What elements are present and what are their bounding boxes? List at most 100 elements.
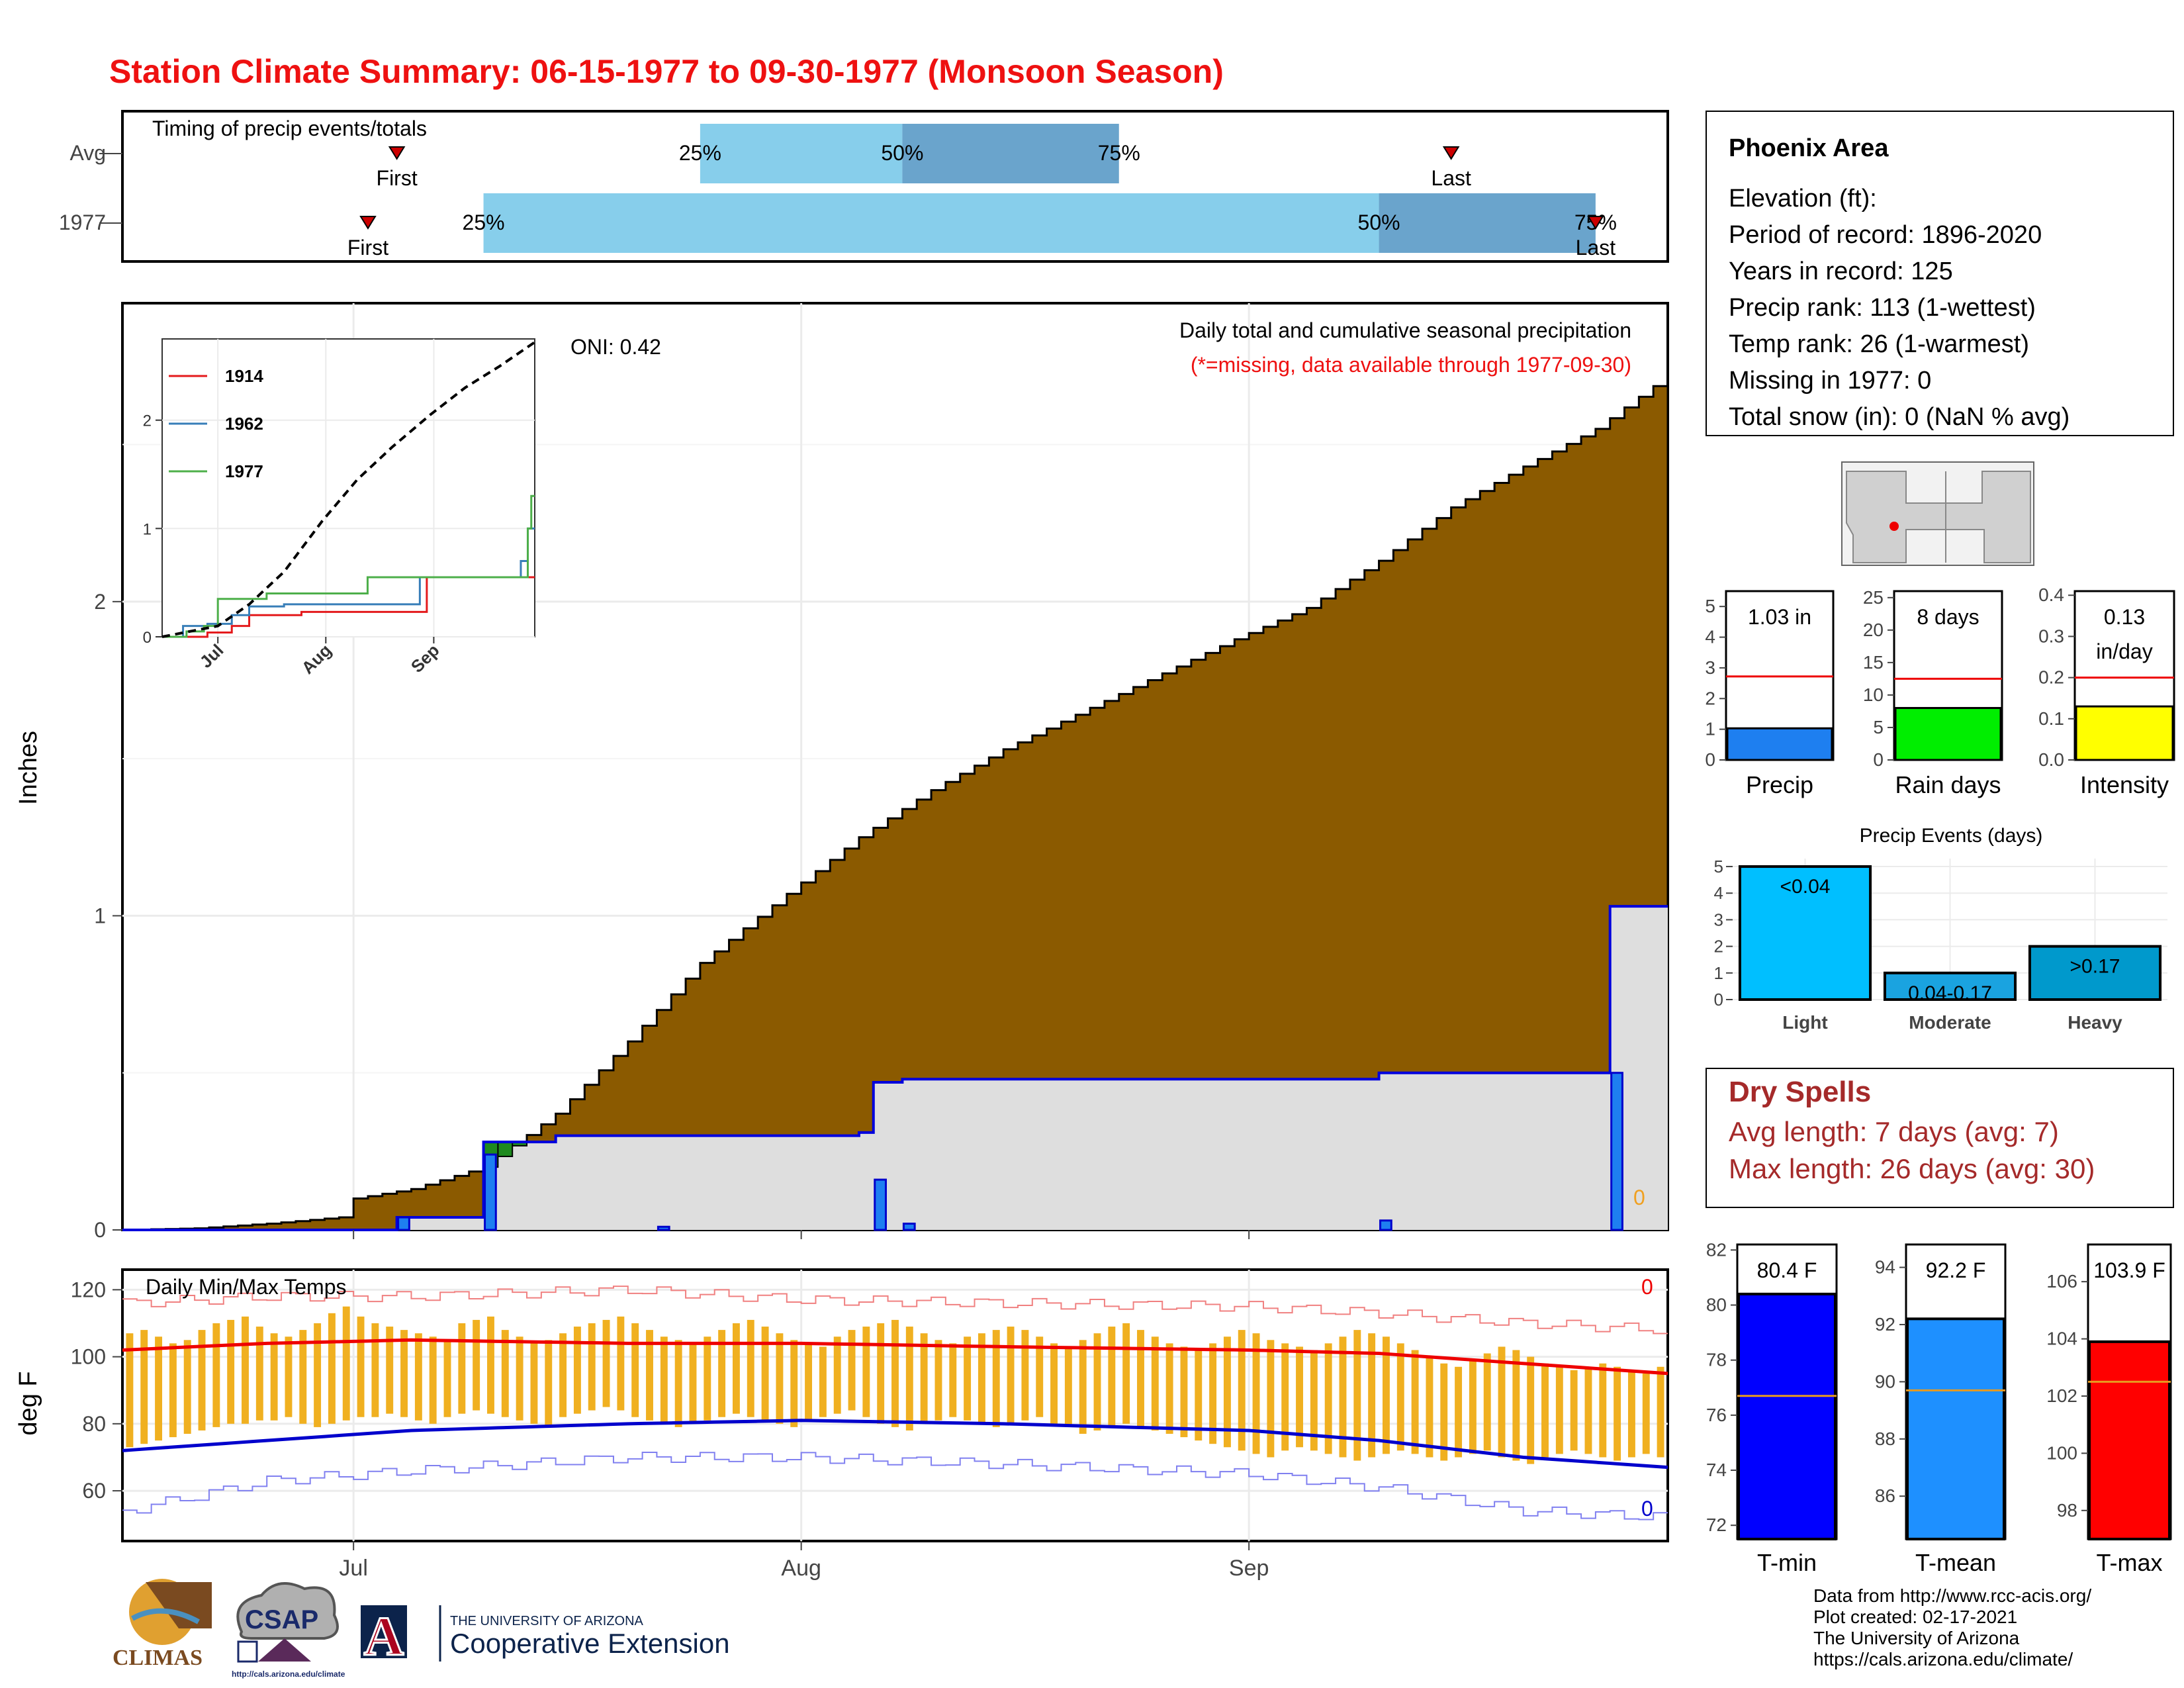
precip-ytick-label: 2 — [94, 590, 106, 614]
first-event-marker-icon — [388, 146, 406, 160]
daily-temp-bar — [1122, 1323, 1130, 1424]
temp-bar-ytick-label: 88 — [1875, 1429, 1895, 1449]
daily-temp-bar — [1238, 1330, 1246, 1451]
daily-temp-bar — [1324, 1343, 1332, 1454]
daily-temp-bar — [530, 1343, 538, 1424]
temp-bar-value-label: 80.4 F — [1757, 1258, 1817, 1282]
daily-temp-bar — [1180, 1346, 1188, 1438]
csap-logo-text: CSAP — [245, 1605, 318, 1634]
daily-temp-bar — [371, 1323, 379, 1417]
daily-temp-bar — [169, 1343, 177, 1438]
record-min-line — [122, 1452, 1668, 1521]
daily-temp-bar — [155, 1336, 163, 1441]
quartile-50-75-bar — [902, 124, 1119, 183]
precip-chart-title: Daily total and cumulative seasonal prec… — [1179, 318, 1631, 342]
daily-temp-bar — [342, 1306, 350, 1421]
daily-temp-bar — [1296, 1346, 1303, 1448]
daily-temp-bar — [833, 1336, 841, 1414]
daily-precip-bar — [1379, 1219, 1392, 1231]
summary-ytick-label: 0 — [1705, 749, 1715, 770]
daily-precip-bar — [1610, 1072, 1623, 1231]
ua-line1: THE UNIVERSITY OF ARIZONA — [450, 1614, 644, 1628]
timing-row: Avg 25% 50% 75%First Last — [69, 124, 1471, 190]
temp-xtick-label: Aug — [781, 1556, 821, 1581]
summary-bars: 0 1 2 3 4 5 1.03 in Precip 0 5 10 15 20 25 8 days Rain … — [1705, 585, 2175, 798]
temp-bar-ytick-label: 100 — [2046, 1442, 2077, 1463]
temp-title: Daily Min/Max Temps — [146, 1275, 346, 1299]
inset-legend-label: 1977 — [225, 461, 263, 481]
daily-temp-bar — [1223, 1336, 1231, 1448]
temp-ytick-label: 60 — [82, 1479, 106, 1503]
daily-temp-bar — [1353, 1330, 1361, 1461]
daily-temp-bar — [1627, 1370, 1635, 1458]
summary-bar-label: Precip — [1746, 771, 1813, 798]
daily-temp-bar — [964, 1336, 972, 1421]
temp-bar-ytick-label: 72 — [1706, 1515, 1727, 1535]
daily-temp-bar — [1165, 1343, 1173, 1434]
daily-temp-bar — [473, 1319, 480, 1411]
events-bar — [1738, 865, 1872, 1002]
summary-ytick-label: 1 — [1705, 719, 1715, 739]
daily-temp-bar — [1527, 1356, 1535, 1464]
credit-line: https://cals.arizona.edu/climate/ — [1813, 1649, 2073, 1669]
summary-ytick-label: 3 — [1705, 657, 1715, 678]
temp-ytick-label: 120 — [71, 1278, 106, 1301]
temp-value-bar — [1737, 1292, 1837, 1541]
timing-label: Timing of precip events/totals — [152, 117, 427, 140]
daily-temp-bar — [1281, 1343, 1289, 1451]
temp-value-bar — [2088, 1340, 2171, 1540]
daily-temp-bar — [805, 1343, 813, 1421]
ua-block-a-icon — [361, 1605, 407, 1658]
climas-wave-icon — [131, 1608, 200, 1624]
precip-missing-count: 0 — [1633, 1186, 1645, 1209]
daily-temp-bar — [1512, 1350, 1520, 1461]
events-ytick-label: 0 — [1714, 990, 1723, 1009]
daily-temp-bar — [776, 1333, 784, 1424]
dry-spells-avg: Avg length: 7 days (avg: 7) — [1729, 1116, 2059, 1147]
daily-precip-bar — [484, 1153, 497, 1231]
daily-temp-bar — [1036, 1336, 1044, 1417]
daily-temp-bar — [487, 1316, 494, 1414]
summary-ytick-label: 15 — [1863, 652, 1884, 673]
logos: CLIMAS CSAP http://cals.arizona.edu/clim… — [113, 1579, 730, 1679]
precip-panel: Inches Daily total and cumulative season… — [15, 302, 1669, 1242]
daily-temp-bar — [1368, 1333, 1376, 1458]
daily-temp-bar — [516, 1336, 523, 1421]
temp-bar-ytick-label: 86 — [1875, 1485, 1895, 1506]
info-line: Period of record: 1896-2020 — [1729, 221, 2042, 249]
summary-bar-panel: 0 1 2 3 4 5 1.03 in Precip — [1705, 590, 1835, 798]
daily-temp-bar — [1007, 1327, 1015, 1424]
info-line: Missing in 1977: 0 — [1729, 367, 1931, 395]
dry-spells-title: Dry Spells — [1729, 1076, 1871, 1108]
daily-precip-bar — [397, 1216, 410, 1231]
last-event-label: Last — [1576, 236, 1616, 259]
daily-temp-bar — [1151, 1336, 1159, 1430]
avg-cumulative-precip-area — [122, 385, 1669, 1231]
events-bar-label: >0.17 — [2070, 956, 2120, 978]
events-ytick-label: 3 — [1714, 910, 1723, 929]
ua-line2: Cooperative Extension — [450, 1628, 730, 1659]
daily-temp-bar — [270, 1333, 278, 1421]
summary-bar-label: Rain days — [1895, 771, 2001, 798]
locator-map — [1841, 461, 2034, 566]
ua-block-a-letter: A — [364, 1606, 404, 1667]
events-category-label: Light — [1782, 1012, 1827, 1033]
daily-temp-bar — [429, 1336, 437, 1424]
daily-temp-bar — [1339, 1336, 1347, 1458]
credit-line: The University of Arizona — [1813, 1628, 2020, 1648]
daily-temp-bar — [689, 1343, 697, 1424]
temp-bar-ytick-label: 90 — [1875, 1371, 1895, 1391]
daily-precip-bar — [657, 1225, 670, 1231]
daily-temp-bar — [1440, 1363, 1448, 1461]
temp-bar-value-label: 103.9 F — [2093, 1258, 2165, 1282]
summary-bar-panel: 0 5 10 15 20 25 8 days Rain days — [1863, 587, 2003, 798]
daily-temp-bar — [458, 1323, 466, 1414]
temp-xtick-label: Sep — [1229, 1556, 1269, 1581]
daily-temp-bar — [559, 1333, 567, 1417]
daily-temp-bar — [1137, 1330, 1144, 1427]
daily-temp-bar — [545, 1340, 553, 1427]
temp-bar-ytick-label: 92 — [1875, 1314, 1895, 1335]
daily-temp-bar — [1195, 1350, 1203, 1441]
